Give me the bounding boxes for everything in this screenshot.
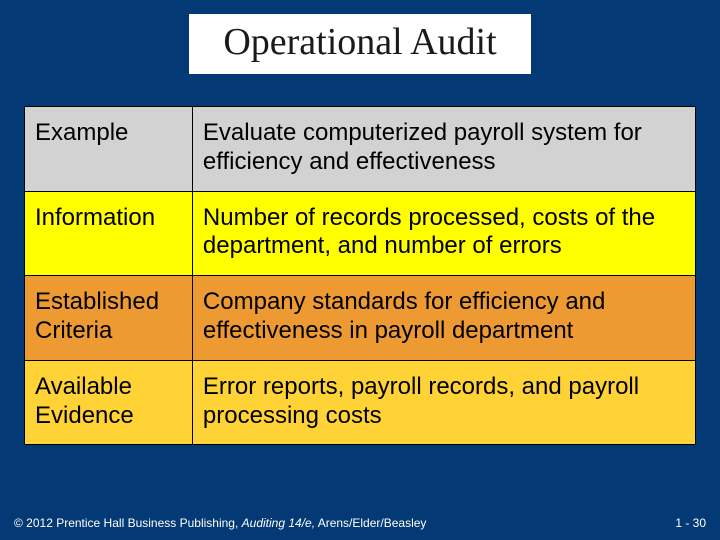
- footer: © 2012 Prentice Hall Business Publishing…: [14, 516, 706, 530]
- row-value: Error reports, payroll records, and payr…: [192, 360, 695, 445]
- authors: Arens/Elder/Beasley: [315, 516, 426, 530]
- row-label: Information: [25, 191, 193, 276]
- row-label: Example: [25, 107, 193, 192]
- page-number: 1 - 30: [675, 516, 706, 530]
- slide-title: Operational Audit: [223, 21, 496, 63]
- row-label: Established Criteria: [25, 276, 193, 361]
- table-row: Information Number of records processed,…: [25, 191, 696, 276]
- footer-left: © 2012 Prentice Hall Business Publishing…: [14, 516, 426, 530]
- copyright-prefix: © 2012 Prentice Hall Business Publishing…: [14, 516, 242, 530]
- audit-table: Example Evaluate computerized payroll sy…: [24, 106, 696, 445]
- row-value: Company standards for efficiency and eff…: [192, 276, 695, 361]
- table-row: Example Evaluate computerized payroll sy…: [25, 107, 696, 192]
- row-label: Available Evidence: [25, 360, 193, 445]
- row-value: Number of records processed, costs of th…: [192, 191, 695, 276]
- title-container: Operational Audit: [0, 0, 720, 74]
- row-value: Evaluate computerized payroll system for…: [192, 107, 695, 192]
- title-box: Operational Audit: [189, 14, 530, 74]
- publication-title: Auditing 14/e,: [242, 516, 315, 530]
- table-row: Available Evidence Error reports, payrol…: [25, 360, 696, 445]
- table-row: Established Criteria Company standards f…: [25, 276, 696, 361]
